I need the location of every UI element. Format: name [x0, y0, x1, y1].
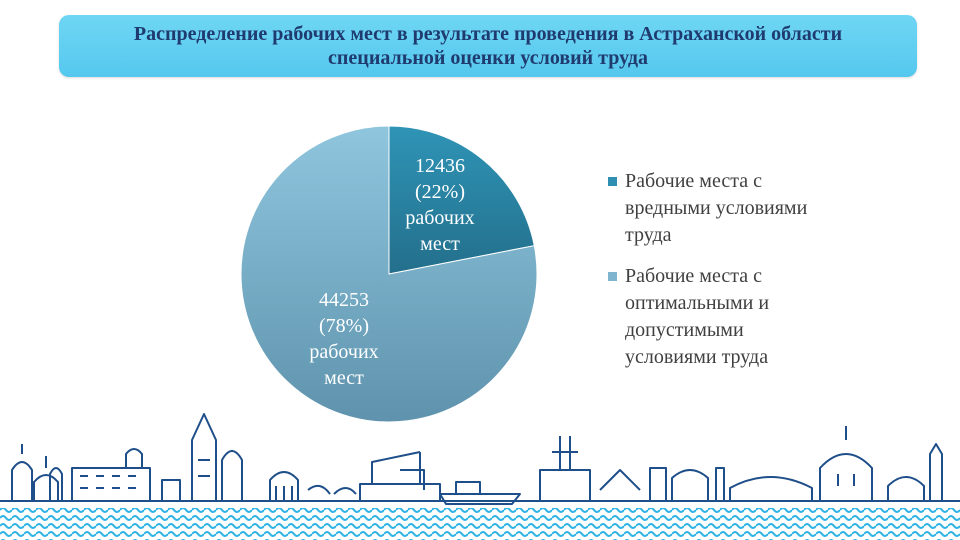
legend-label-optimal: Рабочие места с оптимальными и допустимы… [625, 265, 770, 368]
pie-slice-label-0: 12436 (22%) рабочих мест [405, 155, 474, 255]
legend-item-optimal: Рабочие места с оптимальными и допустимы… [608, 263, 828, 371]
chart-title: Распределение рабочих мест в результате … [133, 23, 843, 69]
legend-swatch-harmful [608, 177, 617, 186]
legend-label-harmful: Рабочие места с вредными условиями труда [625, 170, 808, 246]
city-skyline-illustration [0, 413, 960, 540]
legend-swatch-optimal [608, 272, 617, 281]
pie-slice-label-1: 44253 (78%) рабочих мест [309, 289, 378, 389]
title-banner: Распределение рабочих мест в результате … [59, 15, 917, 77]
pie-slice-0 [388, 125, 535, 275]
legend: Рабочие места с вредными условиями труда… [608, 168, 828, 385]
pie-slice-1 [240, 125, 538, 423]
legend-item-harmful: Рабочие места с вредными условиями труда [608, 168, 828, 249]
